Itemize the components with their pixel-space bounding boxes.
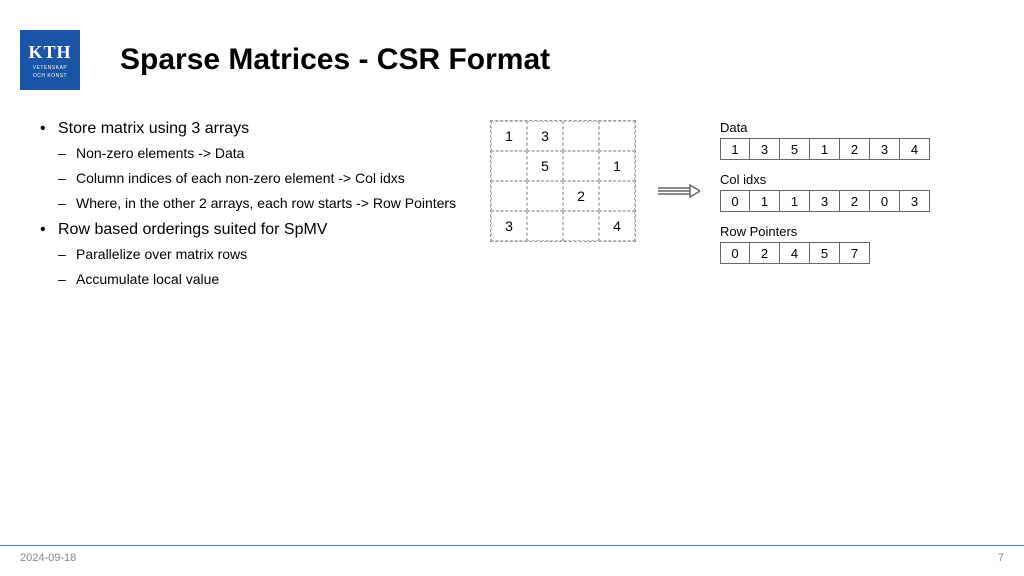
footer-date: 2024-09-18 bbox=[20, 552, 76, 564]
matrix-cell bbox=[599, 121, 635, 151]
matrix-cell bbox=[563, 211, 599, 241]
array-cell: 3 bbox=[870, 138, 900, 160]
matrix-cell: 3 bbox=[491, 211, 527, 241]
sub-bullet-list: Non-zero elements -> Data Column indices… bbox=[58, 144, 460, 213]
array-cell: 0 bbox=[720, 242, 750, 264]
logo-main-text: KTH bbox=[28, 42, 71, 63]
rowptr-array-row: 02457 bbox=[720, 242, 930, 264]
matrix-cell: 2 bbox=[563, 181, 599, 211]
rowptr-array-block: Row Pointers 02457 bbox=[720, 224, 930, 264]
slide-header: KTH VETENSKAP OCH KONST Sparse Matrices … bbox=[0, 0, 1024, 100]
data-array-label: Data bbox=[720, 120, 930, 135]
sub-bullet-item: Non-zero elements -> Data bbox=[58, 144, 460, 163]
colidx-array-block: Col idxs 0113203 bbox=[720, 172, 930, 212]
bullet-text: Row based orderings suited for SpMV bbox=[58, 221, 327, 238]
colidx-array-label: Col idxs bbox=[720, 172, 930, 187]
sub-bullet-item: Column indices of each non-zero element … bbox=[58, 169, 460, 188]
matrix-cell bbox=[527, 181, 563, 211]
diagram-column: 1351234 Data 1351234 Col idxs 0113203 Ro… bbox=[490, 120, 984, 296]
array-cell: 2 bbox=[840, 190, 870, 212]
sparse-matrix-grid: 1351234 bbox=[490, 120, 636, 242]
rowptr-array-label: Row Pointers bbox=[720, 224, 930, 239]
matrix-cell bbox=[527, 211, 563, 241]
sub-bullet-list: Parallelize over matrix rows Accumulate … bbox=[58, 245, 460, 289]
array-cell: 1 bbox=[750, 190, 780, 212]
data-array-row: 1351234 bbox=[720, 138, 930, 160]
array-cell: 1 bbox=[780, 190, 810, 212]
matrix-cell bbox=[491, 181, 527, 211]
data-array-block: Data 1351234 bbox=[720, 120, 930, 160]
array-cell: 0 bbox=[720, 190, 750, 212]
bullet-column: Store matrix using 3 arrays Non-zero ele… bbox=[40, 120, 460, 296]
array-cell: 2 bbox=[840, 138, 870, 160]
matrix-cell bbox=[491, 151, 527, 181]
bullet-list: Store matrix using 3 arrays Non-zero ele… bbox=[40, 120, 460, 288]
sub-bullet-item: Where, in the other 2 arrays, each row s… bbox=[58, 194, 460, 213]
array-cell: 4 bbox=[780, 242, 810, 264]
array-cell: 3 bbox=[750, 138, 780, 160]
array-cell: 5 bbox=[780, 138, 810, 160]
slide-footer: 2024-09-18 7 bbox=[0, 545, 1024, 564]
bullet-item: Row based orderings suited for SpMV Para… bbox=[40, 221, 460, 289]
slide-title: Sparse Matrices - CSR Format bbox=[120, 43, 550, 77]
array-cell: 2 bbox=[750, 242, 780, 264]
matrix-cell: 5 bbox=[527, 151, 563, 181]
arrow-icon bbox=[656, 184, 700, 203]
matrix-cell: 1 bbox=[491, 121, 527, 151]
array-cell: 7 bbox=[840, 242, 870, 264]
matrix-cell: 3 bbox=[527, 121, 563, 151]
matrix-cell bbox=[563, 121, 599, 151]
matrix-cell bbox=[563, 151, 599, 181]
colidx-array-row: 0113203 bbox=[720, 190, 930, 212]
array-cell: 0 bbox=[870, 190, 900, 212]
kth-logo: KTH VETENSKAP OCH KONST bbox=[20, 30, 80, 90]
bullet-item: Store matrix using 3 arrays Non-zero ele… bbox=[40, 120, 460, 213]
sub-bullet-item: Parallelize over matrix rows bbox=[58, 245, 460, 264]
logo-sub-text-1: VETENSKAP bbox=[33, 65, 68, 71]
matrix-cell: 1 bbox=[599, 151, 635, 181]
array-cell: 3 bbox=[810, 190, 840, 212]
array-cell: 1 bbox=[720, 138, 750, 160]
matrix-cell bbox=[599, 181, 635, 211]
matrix-cell: 4 bbox=[599, 211, 635, 241]
array-cell: 5 bbox=[810, 242, 840, 264]
slide-content: Store matrix using 3 arrays Non-zero ele… bbox=[0, 100, 1024, 296]
sub-bullet-item: Accumulate local value bbox=[58, 270, 460, 289]
footer-page-number: 7 bbox=[998, 552, 1004, 564]
array-cell: 3 bbox=[900, 190, 930, 212]
logo-sub-text-2: OCH KONST bbox=[33, 73, 67, 79]
bullet-text: Store matrix using 3 arrays bbox=[58, 120, 249, 137]
array-cell: 1 bbox=[810, 138, 840, 160]
array-cell: 4 bbox=[900, 138, 930, 160]
csr-arrays: Data 1351234 Col idxs 0113203 Row Pointe… bbox=[720, 120, 930, 264]
